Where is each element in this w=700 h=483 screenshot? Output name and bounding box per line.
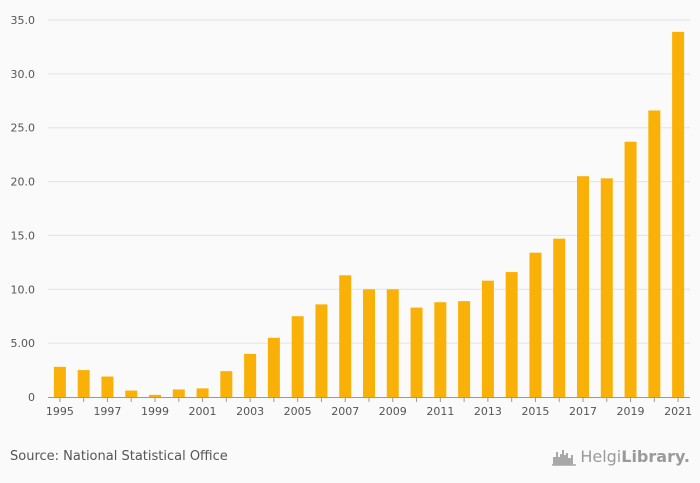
bar-1998 <box>125 390 138 397</box>
bar-1996 <box>77 370 90 397</box>
bars <box>53 31 685 397</box>
x-tick-label: 2001 <box>189 405 217 418</box>
bar-2013 <box>481 280 494 397</box>
x-tick-label: 2017 <box>569 405 597 418</box>
y-tick-label: 10.0 <box>11 283 36 296</box>
bar-1995 <box>53 366 66 397</box>
y-tick-label: 5.00 <box>11 337 36 350</box>
x-tick-label: 2015 <box>521 405 549 418</box>
x-tick-label: 1997 <box>93 405 121 418</box>
bar-1999 <box>149 394 161 397</box>
y-tick-label: 20.0 <box>11 176 36 189</box>
bar-2020 <box>648 110 661 397</box>
y-tick-label: 35.0 <box>11 14 36 27</box>
bar-2007 <box>339 275 352 397</box>
y-axis-ticks: 0 5.00 10.0 15.0 20.0 25.0 30.0 35.0 <box>11 14 36 404</box>
bar-1997 <box>101 376 114 397</box>
bar-2018 <box>600 178 613 397</box>
bar-2002 <box>220 371 233 397</box>
x-tick-label: 2019 <box>617 405 645 418</box>
bar-2001 <box>196 388 209 397</box>
logo-word-library: Library. <box>621 446 690 466</box>
bar-2014 <box>505 272 518 397</box>
x-tick-label: 1999 <box>141 405 169 418</box>
bar-2015 <box>529 252 542 397</box>
bar-2006 <box>315 304 328 397</box>
bar-2016 <box>553 238 566 397</box>
x-tick-label: 2007 <box>331 405 359 418</box>
x-axis-ticks: 1995 1997 1999 2001 2003 2005 2007 2009 2011 2013… <box>46 397 692 418</box>
bar-2017 <box>577 176 589 397</box>
x-tick-label: 2009 <box>379 405 407 418</box>
bar-2021 <box>672 31 685 397</box>
x-tick-label: 2011 <box>426 405 454 418</box>
bar-2012 <box>458 301 471 397</box>
bar-2000 <box>172 389 185 397</box>
bar-2019 <box>624 141 637 397</box>
x-tick-label: 2005 <box>284 405 312 418</box>
y-tick-label: 15.0 <box>11 229 36 242</box>
y-tick-label: 30.0 <box>11 68 36 81</box>
grid-lines <box>48 19 690 344</box>
helgi-library-logo: Helgi Library. <box>552 446 690 466</box>
bar-2011 <box>434 302 447 397</box>
bar-2005 <box>291 316 304 397</box>
y-tick-label: 0 <box>28 391 35 404</box>
bar-2004 <box>267 337 280 397</box>
y-tick-label: 25.0 <box>11 122 36 135</box>
bar-2003 <box>244 353 257 397</box>
source-note: Source: National Statistical Office <box>10 449 228 464</box>
x-tick-label: 2013 <box>474 405 502 418</box>
bar-2010 <box>410 307 423 397</box>
x-tick-label: 1995 <box>46 405 74 418</box>
bar-2009 <box>386 289 399 397</box>
x-tick-label: 2021 <box>664 405 692 418</box>
skyline-icon <box>552 450 577 466</box>
x-tick-label: 2003 <box>236 405 264 418</box>
bar-2008 <box>363 289 375 397</box>
logo-word-helgi: Helgi <box>580 446 622 466</box>
